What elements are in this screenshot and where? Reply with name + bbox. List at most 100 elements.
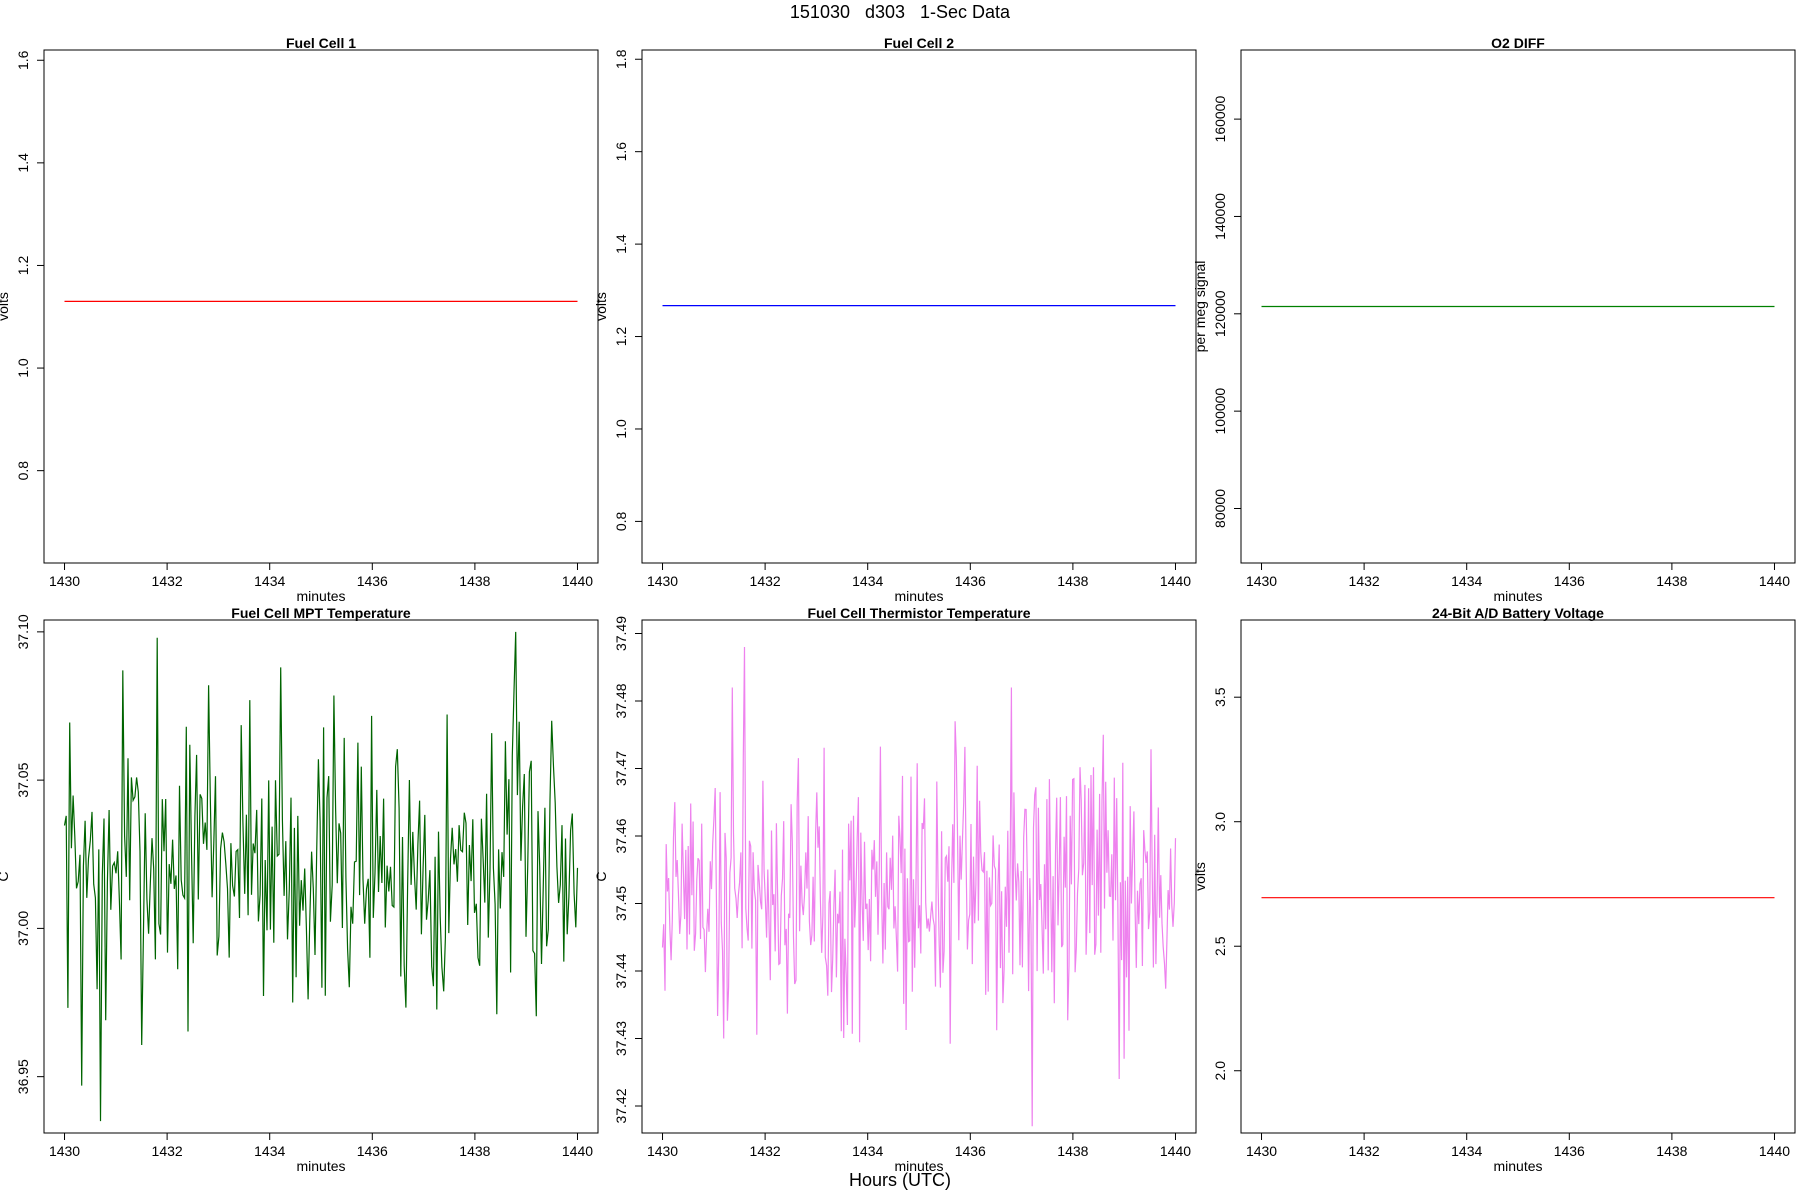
x-tick-label: 1440 xyxy=(1160,573,1191,589)
y-tick-label: 37.44 xyxy=(613,953,629,988)
y-tick-label: 37.42 xyxy=(613,1088,629,1123)
series-line xyxy=(661,646,1177,1127)
x-tick-label: 1436 xyxy=(357,1143,388,1159)
y-tick-label: 2.0 xyxy=(1212,1061,1228,1081)
x-tick-label: 1438 xyxy=(1656,1143,1687,1159)
x-tick-label: 1432 xyxy=(1349,573,1380,589)
y-tick-label: 1.6 xyxy=(613,142,629,162)
y-tick-label: 140000 xyxy=(1212,193,1228,240)
series-line xyxy=(63,631,579,1122)
y-tick-label: 1.2 xyxy=(613,327,629,347)
figure-title: 151030 d303 1-Sec Data xyxy=(789,2,1011,22)
x-axis-label: minutes xyxy=(894,588,943,604)
chart-panel-1: Fuel Cell 1 1430 1432 1434 1436 1438 1440 minut… xyxy=(0,35,599,604)
y-tick-label: 1.0 xyxy=(613,419,629,439)
x-tick-label: 1438 xyxy=(459,1143,490,1159)
y-axis-label: volts xyxy=(1192,862,1208,891)
x-tick-label: 1438 xyxy=(1057,1143,1088,1159)
y-tick-label: 3.5 xyxy=(1212,687,1228,707)
y-tick-label: 1.4 xyxy=(15,153,31,173)
y-tick-label: 120000 xyxy=(1212,290,1228,337)
figure-x-axis-label: Hours (UTC) xyxy=(849,1170,951,1190)
x-tick-label: 1434 xyxy=(1451,1143,1482,1159)
x-axis-label: minutes xyxy=(1493,588,1542,604)
chart-panel-5: Fuel Cell Thermistor Temperature 1430 1432… xyxy=(593,605,1197,1174)
x-tick-label: 1436 xyxy=(1554,573,1585,589)
x-tick-label: 1436 xyxy=(955,573,986,589)
plot-frame xyxy=(43,49,599,564)
y-axis-label: per meg signal xyxy=(1192,261,1208,353)
x-tick-label: 1430 xyxy=(1246,1143,1277,1159)
x-tick-label: 1440 xyxy=(562,573,593,589)
y-tick-label: 100000 xyxy=(1212,388,1228,435)
x-axis-label: minutes xyxy=(296,588,345,604)
x-axis-label: minutes xyxy=(1493,1158,1542,1174)
chart-title: Fuel Cell 2 xyxy=(884,35,954,51)
y-tick-label: 1.4 xyxy=(613,234,629,254)
y-tick-label: 160000 xyxy=(1212,96,1228,143)
chart-panel-6: 24-Bit A/D Battery Voltage 1430 1432 1434 14… xyxy=(1192,605,1796,1174)
y-tick-label: 37.05 xyxy=(15,762,31,797)
chart-title: Fuel Cell 1 xyxy=(286,35,356,51)
y-tick-label: 2.5 xyxy=(1212,936,1228,956)
y-tick-label: 37.47 xyxy=(613,751,629,786)
plot-frame xyxy=(1240,619,1796,1134)
y-tick-label: 37.00 xyxy=(15,911,31,946)
x-tick-label: 1434 xyxy=(852,1143,883,1159)
y-axis-label: C xyxy=(0,871,11,881)
y-tick-label: 37.45 xyxy=(613,886,629,921)
chart-title: Fuel Cell MPT Temperature xyxy=(231,605,411,621)
x-tick-label: 1430 xyxy=(1246,573,1277,589)
x-axis-label: minutes xyxy=(296,1158,345,1174)
x-tick-label: 1432 xyxy=(750,573,781,589)
y-tick-label: 37.10 xyxy=(15,614,31,649)
x-tick-label: 1436 xyxy=(955,1143,986,1159)
y-tick-label: 37.48 xyxy=(613,683,629,718)
x-tick-label: 1432 xyxy=(152,573,183,589)
chart-title: O2 DIFF xyxy=(1491,35,1545,51)
chart-panel-4: Fuel Cell MPT Temperature 1430 1432 1434 143… xyxy=(0,605,599,1174)
x-tick-label: 1438 xyxy=(1057,573,1088,589)
x-tick-label: 1434 xyxy=(254,573,285,589)
y-axis-label: volts xyxy=(0,292,11,321)
y-tick-label: 3.0 xyxy=(1212,812,1228,832)
x-tick-label: 1436 xyxy=(1554,1143,1585,1159)
x-tick-label: 1432 xyxy=(152,1143,183,1159)
x-tick-label: 1430 xyxy=(49,1143,80,1159)
y-axis-label: C xyxy=(593,871,609,881)
y-tick-label: 1.0 xyxy=(15,358,31,378)
x-tick-label: 1430 xyxy=(647,1143,678,1159)
y-tick-label: 0.8 xyxy=(15,461,31,481)
x-tick-label: 1434 xyxy=(1451,573,1482,589)
x-tick-label: 1440 xyxy=(1759,1143,1790,1159)
chart-panel-3: O2 DIFF 1430 1432 1434 1436 1438 1440 minutes 80… xyxy=(1192,35,1796,604)
x-tick-label: 1436 xyxy=(357,573,388,589)
plot-frame xyxy=(641,49,1197,564)
x-tick-label: 1430 xyxy=(49,573,80,589)
x-tick-label: 1440 xyxy=(1759,573,1790,589)
y-tick-label: 80000 xyxy=(1212,489,1228,528)
y-tick-label: 1.6 xyxy=(15,50,31,70)
x-tick-label: 1440 xyxy=(1160,1143,1191,1159)
y-tick-label: 0.8 xyxy=(613,511,629,531)
y-axis-label: volts xyxy=(593,292,609,321)
y-tick-label: 37.43 xyxy=(613,1021,629,1056)
chart-title: 24-Bit A/D Battery Voltage xyxy=(1432,605,1604,621)
x-tick-label: 1432 xyxy=(750,1143,781,1159)
y-tick-label: 1.8 xyxy=(613,49,629,69)
y-tick-label: 1.2 xyxy=(15,256,31,276)
x-tick-label: 1440 xyxy=(562,1143,593,1159)
x-axis-label: minutes xyxy=(894,1158,943,1174)
y-tick-label: 36.95 xyxy=(15,1059,31,1094)
chart-panel-2: Fuel Cell 2 1430 1432 1434 1436 1438 1440 minut… xyxy=(593,35,1197,604)
chart-title: Fuel Cell Thermistor Temperature xyxy=(807,605,1030,621)
y-tick-label: 37.46 xyxy=(613,818,629,853)
y-tick-label: 37.49 xyxy=(613,616,629,651)
x-tick-label: 1434 xyxy=(852,573,883,589)
x-tick-label: 1432 xyxy=(1349,1143,1380,1159)
x-tick-label: 1434 xyxy=(254,1143,285,1159)
x-tick-label: 1438 xyxy=(1656,573,1687,589)
x-tick-label: 1438 xyxy=(459,573,490,589)
x-tick-label: 1430 xyxy=(647,573,678,589)
